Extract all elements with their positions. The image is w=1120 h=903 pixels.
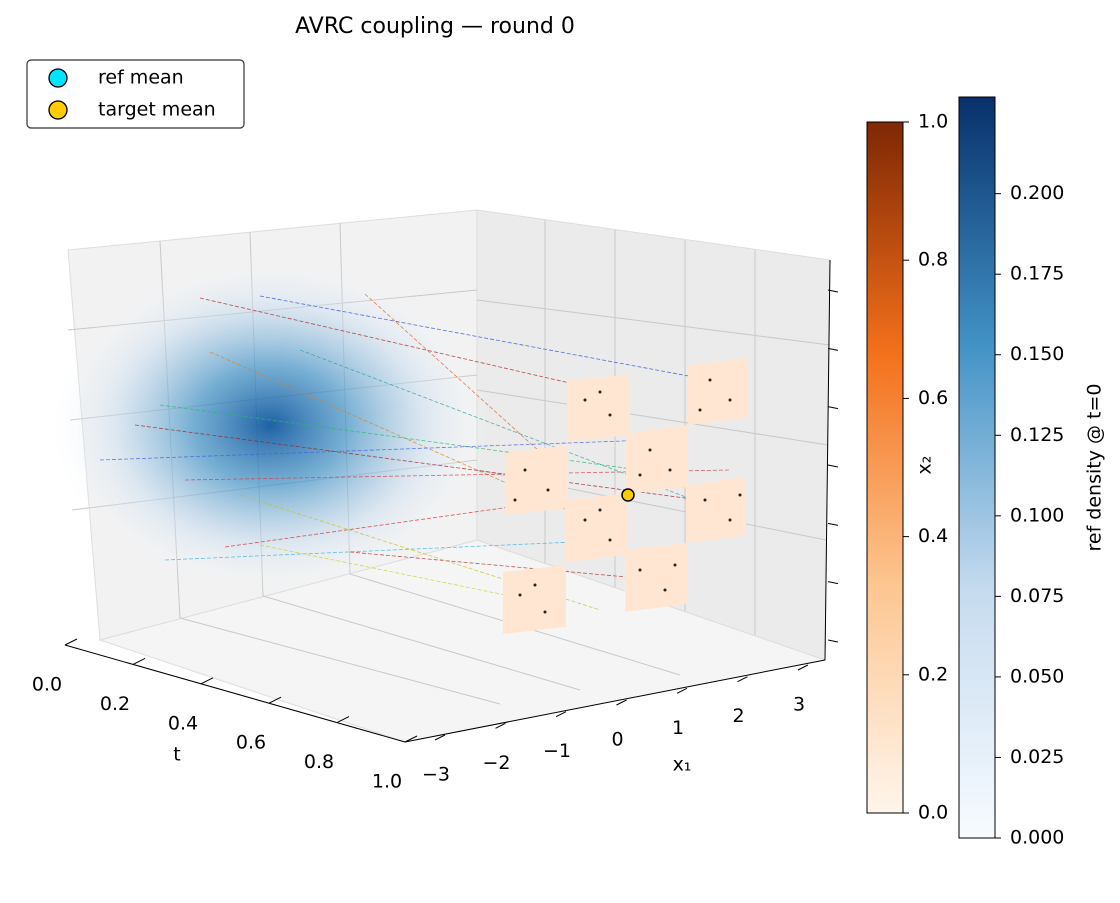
colorbar-tick-label: 0.150 [1010, 343, 1064, 365]
colorbar-tick-label: 0.000 [1010, 827, 1064, 849]
tick-mark [616, 699, 627, 706]
yticks-label: 2 [732, 705, 744, 727]
tick-mark [64, 638, 78, 646]
yticks-label: 0 [611, 729, 623, 751]
colorbar-tick-label: 0.200 [1010, 182, 1064, 204]
colorbar-tick-label: 0.4 [918, 525, 948, 547]
tick-mark [404, 735, 418, 743]
target-patches [503, 358, 747, 634]
tick-mark [827, 522, 839, 526]
colorbar-tick-label: 0.025 [1010, 746, 1064, 768]
colorbar-tick-label: 0.050 [1010, 665, 1064, 687]
colorbar-tick-label: 0.6 [918, 387, 948, 409]
chart-title: AVRC coupling — round 0 [295, 14, 575, 39]
ref-density-cloud [50, 255, 490, 595]
tick-mark [495, 722, 506, 729]
z-axis-label: x₂ [914, 456, 936, 475]
legend-box [26, 59, 245, 129]
yticks-label: −1 [543, 740, 571, 762]
y-axis-label: x₁ [673, 754, 692, 776]
xticks-label: 0.2 [100, 693, 130, 715]
x-axis-label: t [173, 744, 180, 766]
xticks-label: 0.8 [304, 751, 334, 773]
target-samples [513, 378, 742, 614]
legend-marker [48, 100, 68, 120]
tick-mark [555, 711, 567, 718]
colorbar-label: ref density @ t=0 [1084, 383, 1106, 551]
colorbar-tick-label: 1.0 [918, 111, 948, 133]
yticks-label: −3 [422, 764, 450, 786]
xticks-label: 0.6 [236, 732, 266, 754]
tick-mark [797, 664, 809, 671]
tick-mark [827, 289, 839, 293]
tick-mark [827, 639, 839, 643]
colorbar [866, 121, 904, 814]
xticks-label: 0.4 [168, 712, 198, 734]
tick-mark [827, 347, 839, 351]
colorbar [958, 96, 996, 839]
tick-mark [737, 676, 748, 683]
tick-mark [827, 581, 839, 585]
tick-mark [132, 657, 146, 665]
tick-mark [336, 716, 350, 724]
yticks-label: 1 [672, 717, 684, 739]
yticks-label: 3 [793, 694, 805, 716]
xticks-label: 1.0 [372, 771, 402, 793]
xticks-label: 0.0 [32, 674, 62, 696]
tick-mark [434, 734, 446, 741]
target-mean-marker [621, 488, 635, 502]
colorbar-tick-label: 0.075 [1010, 585, 1064, 607]
colorbar-tick-label: 0.100 [1010, 504, 1064, 526]
colorbar-tick-label: 0.175 [1010, 263, 1064, 285]
legend-marker [48, 68, 68, 88]
tick-mark [676, 687, 688, 694]
tick-mark [827, 464, 839, 468]
colorbar-tick-label: 0.2 [918, 663, 948, 685]
trajectories [99, 293, 731, 611]
tick-mark [200, 677, 214, 685]
colorbar-tick-label: 0.8 [918, 249, 948, 271]
legend: ref mean target mean [26, 59, 245, 129]
tick-mark [827, 406, 839, 410]
legend-label: ref mean [98, 67, 184, 89]
tick-mark [268, 696, 282, 704]
legend-label: target mean [98, 99, 216, 121]
colorbar-tick-label: 0.0 [918, 802, 948, 824]
axis-lines [64, 259, 831, 743]
yticks-label: −2 [482, 752, 510, 774]
colorbar-tick-label: 0.125 [1010, 424, 1064, 446]
